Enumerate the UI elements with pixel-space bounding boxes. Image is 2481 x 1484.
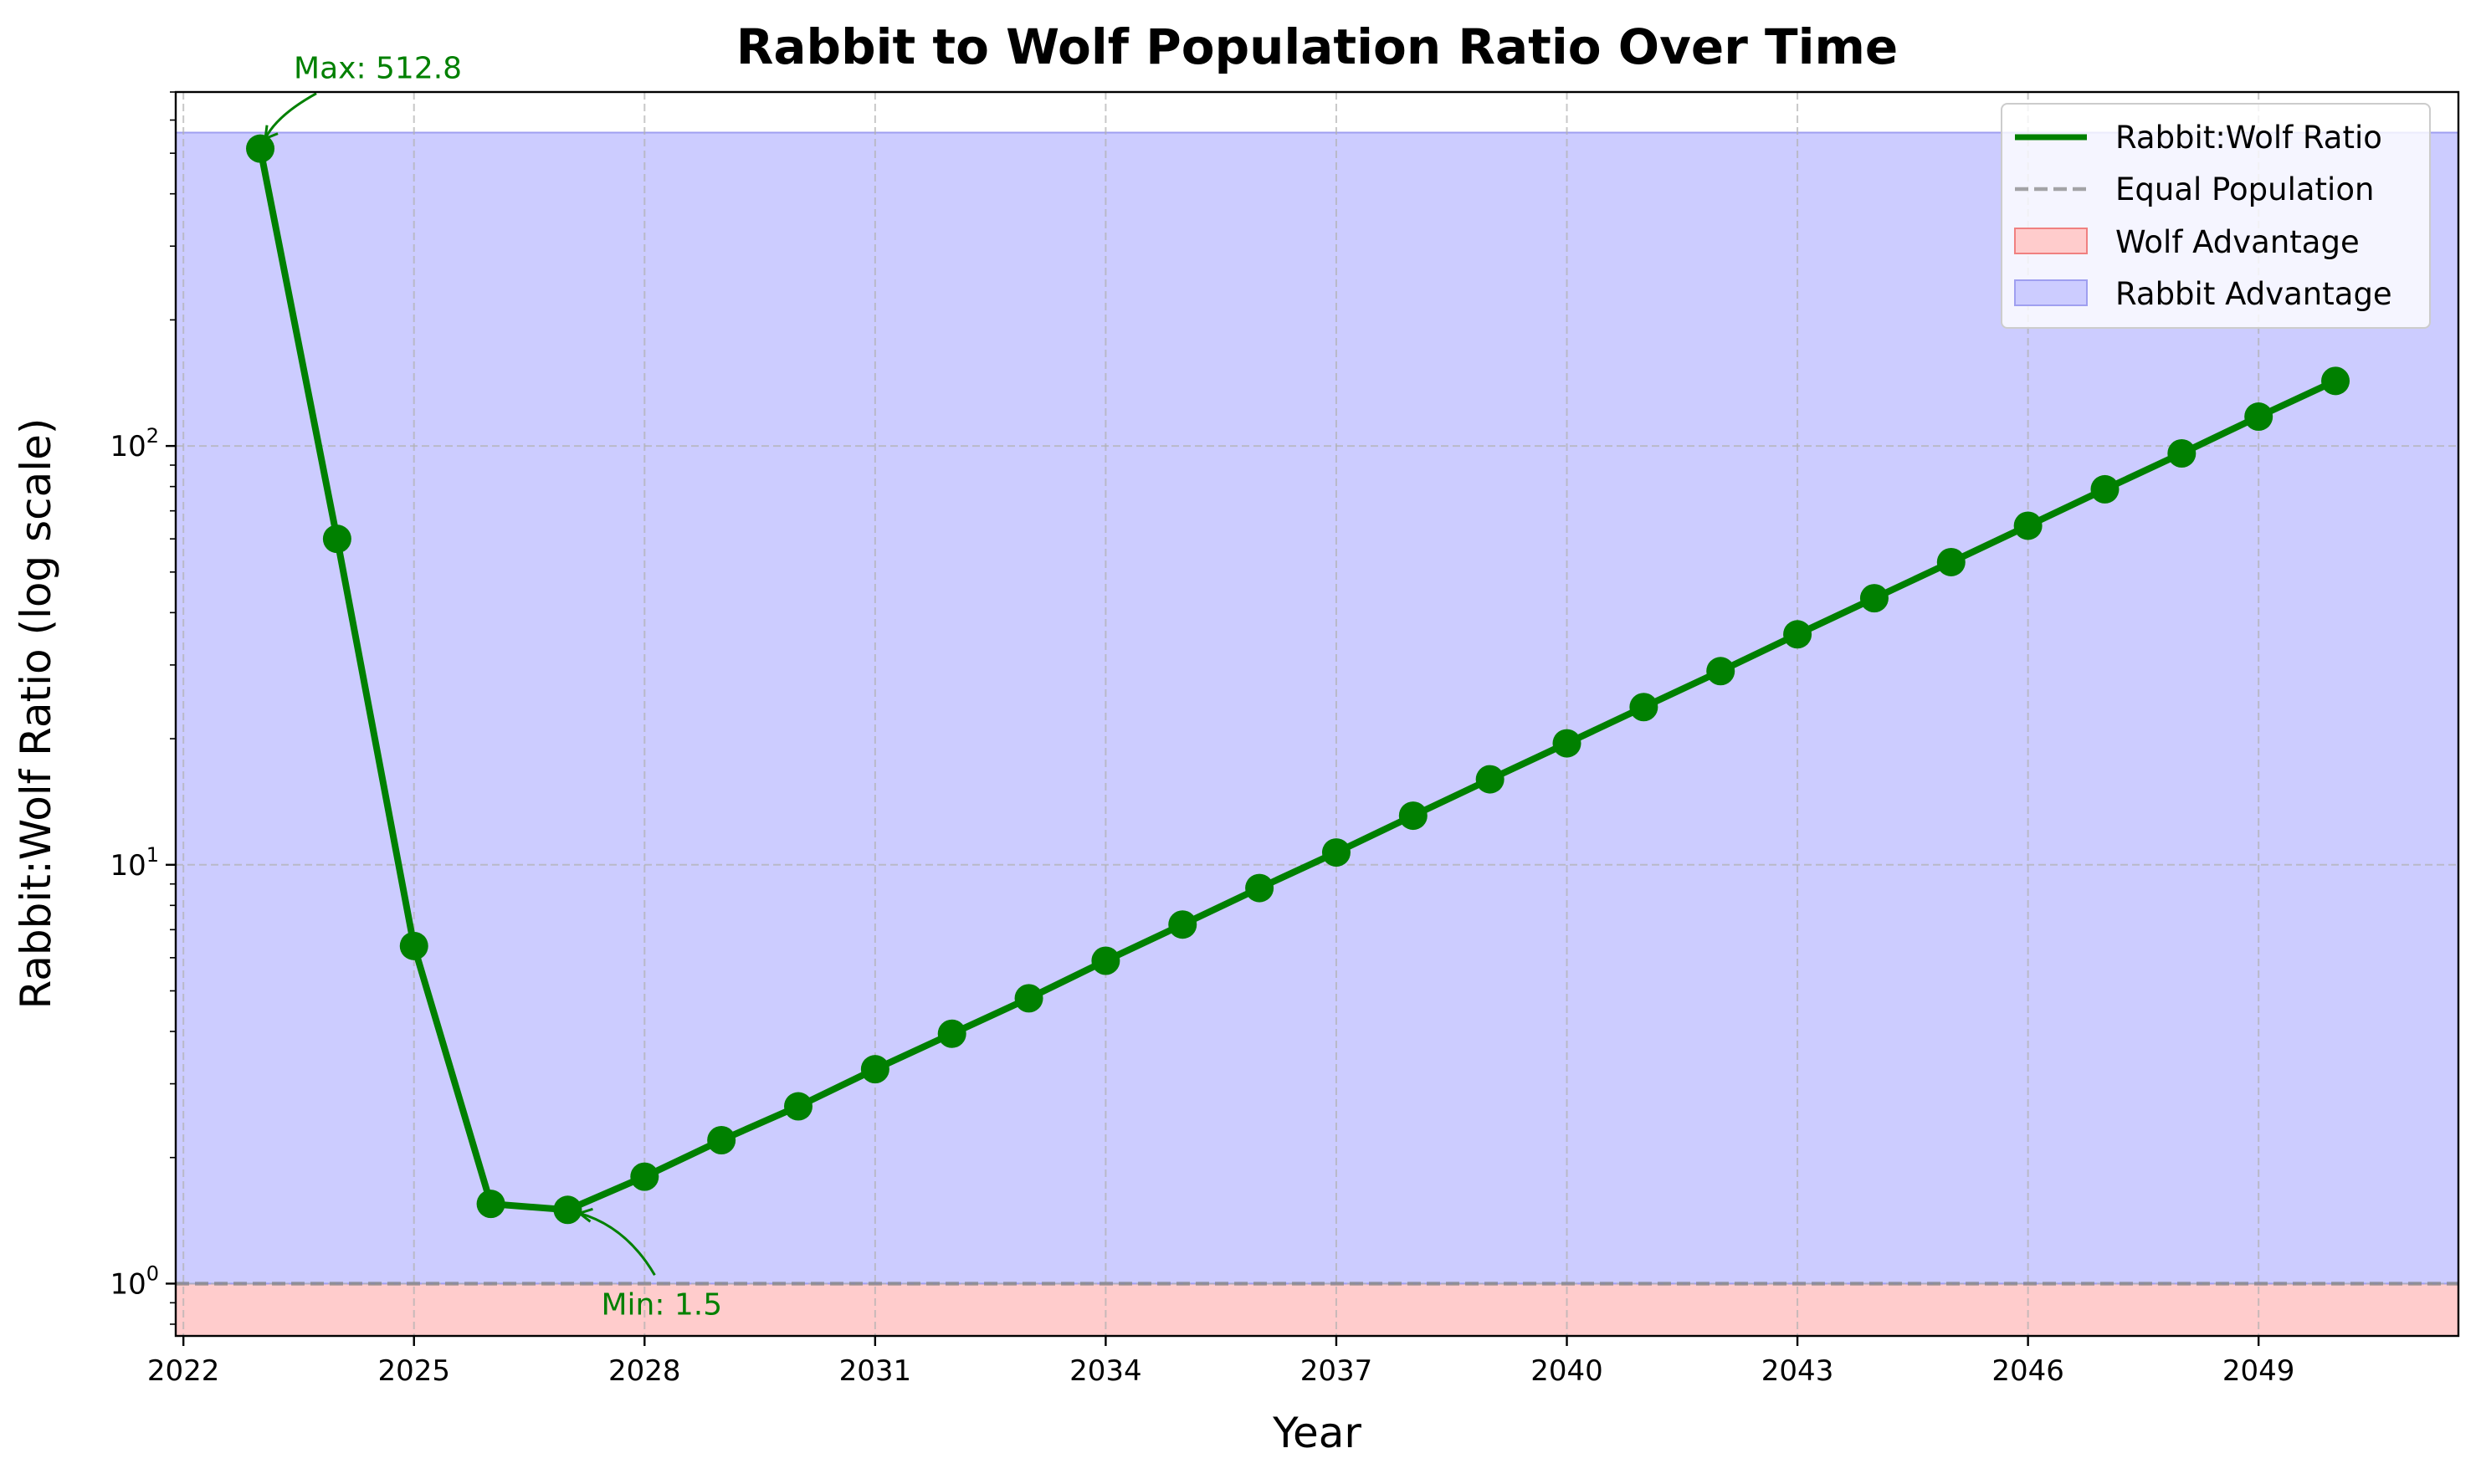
y-tick-label: 102 bbox=[110, 424, 159, 463]
x-tick-label: 2046 bbox=[1991, 1354, 2064, 1388]
y-tick-label: 100 bbox=[110, 1261, 159, 1301]
data-point bbox=[2321, 366, 2350, 396]
data-point bbox=[707, 1126, 736, 1155]
data-point bbox=[399, 931, 428, 960]
legend-label-rabbit: Rabbit Advantage bbox=[2115, 276, 2392, 312]
y-axis-ticks: 100 101 102 bbox=[110, 91, 176, 1325]
axes-frame bbox=[174, 90, 2460, 1338]
data-point bbox=[1706, 657, 1735, 686]
data-point bbox=[2090, 474, 2120, 504]
series-line-0 bbox=[257, 147, 2337, 1214]
data-point bbox=[476, 1190, 505, 1219]
data-point bbox=[784, 1092, 812, 1121]
data-point bbox=[1629, 693, 1658, 722]
series bbox=[246, 134, 2350, 1225]
data-point bbox=[1398, 801, 1428, 831]
legend-swatch-rabbit bbox=[2014, 279, 2088, 306]
data-point bbox=[1321, 838, 1351, 867]
data-point bbox=[2167, 438, 2197, 468]
annotation-min-arrow bbox=[579, 1211, 656, 1277]
data-point bbox=[1168, 910, 1197, 939]
x-tick-label: 2028 bbox=[608, 1354, 681, 1388]
legend-box bbox=[2001, 103, 2431, 329]
region-0 bbox=[176, 1282, 2458, 1336]
data-point bbox=[1014, 984, 1043, 1013]
annotation-max-arrowhead bbox=[264, 125, 279, 141]
data-point bbox=[246, 134, 275, 163]
y-tick-label: 101 bbox=[110, 843, 159, 883]
data-point bbox=[2013, 511, 2043, 540]
x-tick-label: 2040 bbox=[1530, 1354, 1603, 1388]
data-point bbox=[1783, 620, 1812, 649]
legend-swatch-wolf bbox=[2014, 228, 2088, 254]
legend-label-wolf: Wolf Advantage bbox=[2115, 224, 2360, 260]
data-point bbox=[630, 1162, 659, 1191]
data-point bbox=[1552, 729, 1581, 758]
x-tick-label: 2043 bbox=[1761, 1354, 1834, 1388]
x-axis-label: Year bbox=[1272, 1409, 1361, 1457]
x-tick-label: 2022 bbox=[147, 1354, 220, 1388]
data-point bbox=[2244, 402, 2273, 432]
data-point bbox=[1475, 765, 1504, 794]
y-axis-label: Rabbit:Wolf Ratio (log scale) bbox=[12, 418, 60, 1010]
data-point bbox=[1859, 584, 1889, 613]
data-point bbox=[1245, 873, 1274, 903]
data-point bbox=[937, 1019, 966, 1048]
x-tick-label: 2031 bbox=[839, 1354, 912, 1388]
data-point bbox=[322, 525, 351, 554]
data-point bbox=[553, 1195, 582, 1225]
x-tick-label: 2049 bbox=[2222, 1354, 2295, 1388]
annotation-min-arrowhead bbox=[578, 1207, 593, 1223]
legend-label-ratio: Rabbit:Wolf Ratio bbox=[2115, 120, 2382, 156]
annotation-max: Max: 512.8 bbox=[294, 52, 462, 86]
annotations: Max: 512.8 Min: 1.5 bbox=[264, 52, 722, 1322]
x-tick-label: 2025 bbox=[377, 1354, 450, 1388]
chart-title: Rabbit to Wolf Population Ratio Over Tim… bbox=[736, 18, 1899, 75]
data-point bbox=[1936, 547, 1966, 576]
legend: Rabbit:Wolf Ratio Equal Population Wolf … bbox=[2001, 103, 2431, 329]
x-tick-label: 2034 bbox=[1069, 1354, 1142, 1388]
x-tick-label: 2037 bbox=[1300, 1354, 1373, 1388]
annotation-min: Min: 1.5 bbox=[601, 1287, 722, 1322]
data-point bbox=[1091, 946, 1120, 975]
legend-label-equal: Equal Population bbox=[2115, 171, 2374, 207]
annotation-max-arrow bbox=[264, 92, 317, 140]
x-axis-ticks: 2022 2025 2028 2031 2034 2037 2040 2043 2046 2049 bbox=[147, 1336, 2295, 1388]
data-point bbox=[860, 1055, 889, 1084]
